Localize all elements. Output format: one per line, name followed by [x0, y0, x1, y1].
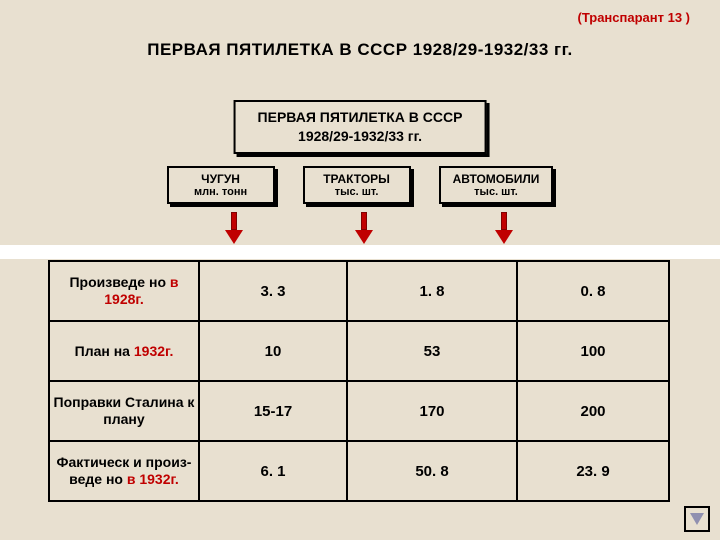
table-row: Поправки Сталина к плану 15-17 170 200: [49, 381, 669, 441]
category-title: ТРАКТОРЫ: [317, 172, 397, 186]
cell: 0. 8: [517, 261, 669, 321]
table-row: Фактическ и произ-веде но в 1932г. 6. 1 …: [49, 441, 669, 501]
row-label: План на 1932г.: [49, 321, 199, 381]
category-unit: тыс. шт.: [453, 186, 540, 198]
arrow-head-icon: [355, 230, 373, 244]
cell: 170: [347, 381, 517, 441]
category-unit: млн. тонн: [181, 186, 261, 198]
row-label: Поправки Сталина к плану: [49, 381, 199, 441]
cell: 10: [199, 321, 347, 381]
category-title: АВТОМОБИЛИ: [453, 172, 540, 186]
cell: 1. 8: [347, 261, 517, 321]
sub-title-line2: 1928/29-1932/33 гг.: [258, 127, 463, 146]
cell: 100: [517, 321, 669, 381]
row-label: Фактическ и произ-веде но в 1932г.: [49, 441, 199, 501]
arrow-head-icon: [495, 230, 513, 244]
sub-title-box: ПЕРВАЯ ПЯТИЛЕТКА В СССР 1928/29-1932/33 …: [234, 100, 487, 154]
category-title: ЧУГУН: [181, 172, 261, 186]
chevron-down-icon: [690, 513, 704, 525]
next-slide-button[interactable]: [684, 506, 710, 532]
category-row: ЧУГУН млн. тонн ТРАКТОРЫ тыс. шт. АВТОМО…: [0, 166, 720, 204]
category-chugun: ЧУГУН млн. тонн: [167, 166, 275, 204]
cell: 50. 8: [347, 441, 517, 501]
category-unit: тыс. шт.: [317, 186, 397, 198]
table-row: Произведе но в 1928г. 3. 3 1. 8 0. 8: [49, 261, 669, 321]
cell: 200: [517, 381, 669, 441]
slide: (Транспарант 13 ) ПЕРВАЯ ПЯТИЛЕТКА В ССС…: [0, 0, 720, 540]
data-table: Произведе но в 1928г. 3. 3 1. 8 0. 8 Пла…: [48, 260, 670, 502]
white-band: [0, 245, 720, 259]
table-row: План на 1932г. 10 53 100: [49, 321, 669, 381]
arrow-head-icon: [225, 230, 243, 244]
cell: 15-17: [199, 381, 347, 441]
main-title: ПЕРВАЯ ПЯТИЛЕТКА В СССР 1928/29-1932/33 …: [0, 40, 720, 60]
sub-title-line1: ПЕРВАЯ ПЯТИЛЕТКА В СССР: [258, 108, 463, 127]
arrow-down-icon: [231, 212, 237, 230]
transparent-label: (Транспарант 13 ): [577, 10, 690, 25]
cell: 53: [347, 321, 517, 381]
row-label: Произведе но в 1928г.: [49, 261, 199, 321]
category-auto: АВТОМОБИЛИ тыс. шт.: [439, 166, 554, 204]
cell: 6. 1: [199, 441, 347, 501]
arrow-down-icon: [501, 212, 507, 230]
category-tractors: ТРАКТОРЫ тыс. шт.: [303, 166, 411, 204]
arrow-down-icon: [361, 212, 367, 230]
cell: 23. 9: [517, 441, 669, 501]
cell: 3. 3: [199, 261, 347, 321]
